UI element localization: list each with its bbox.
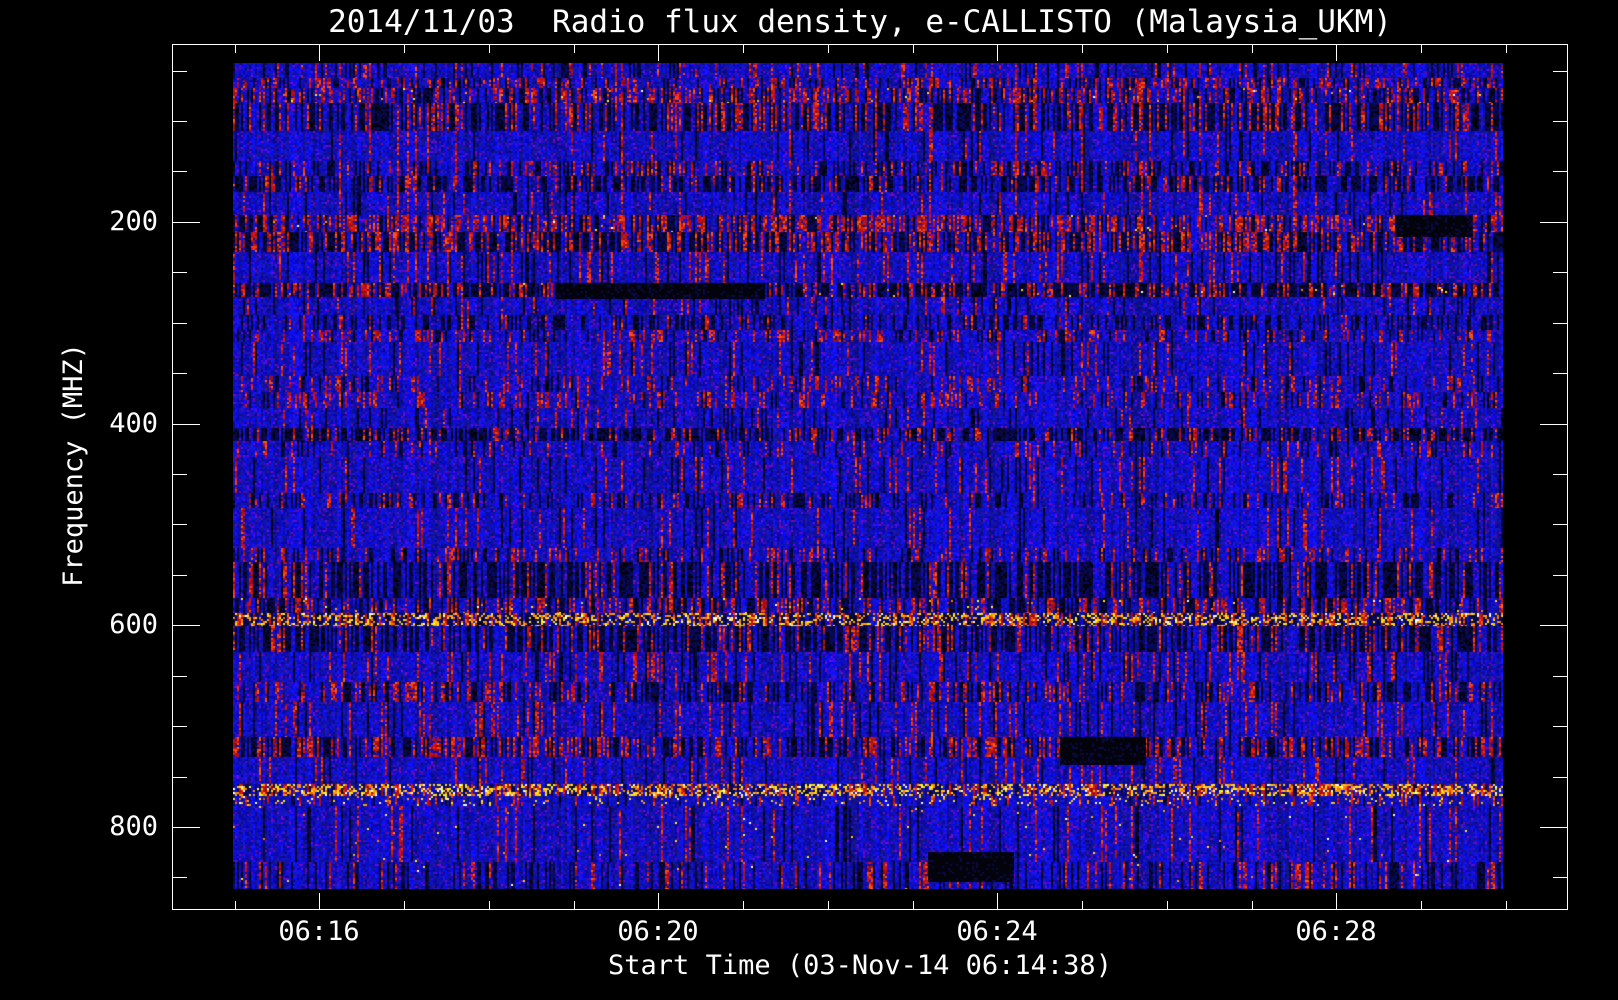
- x-minor-tick: [1506, 901, 1507, 909]
- y-minor-tick-right: [1553, 121, 1567, 122]
- x-minor-tick-top: [1167, 45, 1168, 53]
- x-minor-tick-top: [1506, 45, 1507, 53]
- x-axis-label: Start Time (03-Nov-14 06:14:38): [608, 950, 1112, 981]
- y-minor-tick-right: [1553, 524, 1567, 525]
- x-tick-label: 06:16: [278, 916, 360, 947]
- y-minor-tick: [173, 877, 187, 878]
- x-tick-label: 06:20: [617, 916, 699, 947]
- x-major-tick-top: [1336, 45, 1337, 61]
- y-major-tick-right: [1540, 827, 1567, 828]
- y-minor-tick: [173, 373, 187, 374]
- y-minor-tick: [173, 272, 187, 273]
- x-minor-tick-top: [1252, 45, 1253, 53]
- x-minor-tick: [1252, 901, 1253, 909]
- y-tick-label: 600: [109, 609, 158, 640]
- y-minor-tick: [173, 676, 187, 677]
- spectrogram-canvas: [233, 63, 1503, 889]
- y-minor-tick: [173, 575, 187, 576]
- y-minor-tick-right: [1553, 877, 1567, 878]
- y-minor-tick-right: [1553, 474, 1567, 475]
- x-minor-tick-top: [574, 45, 575, 53]
- y-minor-tick-right: [1553, 777, 1567, 778]
- x-minor-tick: [743, 901, 744, 909]
- x-minor-tick: [235, 901, 236, 909]
- y-minor-tick-right: [1553, 272, 1567, 273]
- x-minor-tick: [1421, 901, 1422, 909]
- y-minor-tick: [173, 777, 187, 778]
- x-minor-tick-top: [235, 45, 236, 53]
- x-minor-tick: [574, 901, 575, 909]
- plot-frame: [172, 44, 1568, 910]
- x-major-tick-top: [997, 45, 998, 61]
- y-axis-label: Frequency (MHZ): [58, 343, 89, 587]
- x-minor-tick-top: [1421, 45, 1422, 53]
- x-major-tick: [997, 893, 998, 909]
- y-minor-tick-right: [1553, 323, 1567, 324]
- x-minor-tick-top: [489, 45, 490, 53]
- x-minor-tick: [404, 901, 405, 909]
- y-tick-label: 200: [109, 206, 158, 237]
- x-major-tick-top: [658, 45, 659, 61]
- y-major-tick: [173, 625, 200, 626]
- chart-title: 2014/11/03 Radio flux density, e-CALLIST…: [328, 4, 1392, 40]
- y-major-tick: [173, 827, 200, 828]
- x-minor-tick-top: [404, 45, 405, 53]
- y-minor-tick: [173, 524, 187, 525]
- x-minor-tick: [913, 901, 914, 909]
- y-minor-tick-right: [1553, 171, 1567, 172]
- y-minor-tick: [173, 171, 187, 172]
- x-major-tick: [1336, 893, 1337, 909]
- y-major-tick: [173, 222, 200, 223]
- x-minor-tick: [1082, 901, 1083, 909]
- x-minor-tick: [1167, 901, 1168, 909]
- y-minor-tick-right: [1553, 726, 1567, 727]
- y-minor-tick-right: [1553, 71, 1567, 72]
- x-minor-tick-top: [1082, 45, 1083, 53]
- x-tick-label: 06:28: [1295, 916, 1377, 947]
- y-minor-tick: [173, 121, 187, 122]
- x-major-tick: [319, 893, 320, 909]
- y-minor-tick: [173, 323, 187, 324]
- y-minor-tick-right: [1553, 575, 1567, 576]
- y-major-tick-right: [1540, 424, 1567, 425]
- y-minor-tick: [173, 726, 187, 727]
- y-minor-tick-right: [1553, 676, 1567, 677]
- y-minor-tick-right: [1553, 373, 1567, 374]
- y-tick-label: 400: [109, 408, 158, 439]
- x-minor-tick: [489, 901, 490, 909]
- y-minor-tick: [173, 474, 187, 475]
- x-minor-tick-top: [828, 45, 829, 53]
- y-major-tick-right: [1540, 222, 1567, 223]
- x-minor-tick-top: [913, 45, 914, 53]
- x-major-tick-top: [319, 45, 320, 61]
- x-minor-tick-top: [743, 45, 744, 53]
- y-minor-tick: [173, 71, 187, 72]
- y-major-tick: [173, 424, 200, 425]
- x-major-tick: [658, 893, 659, 909]
- y-tick-label: 800: [109, 811, 158, 842]
- x-minor-tick: [828, 901, 829, 909]
- y-major-tick-right: [1540, 625, 1567, 626]
- x-tick-label: 06:24: [956, 916, 1038, 947]
